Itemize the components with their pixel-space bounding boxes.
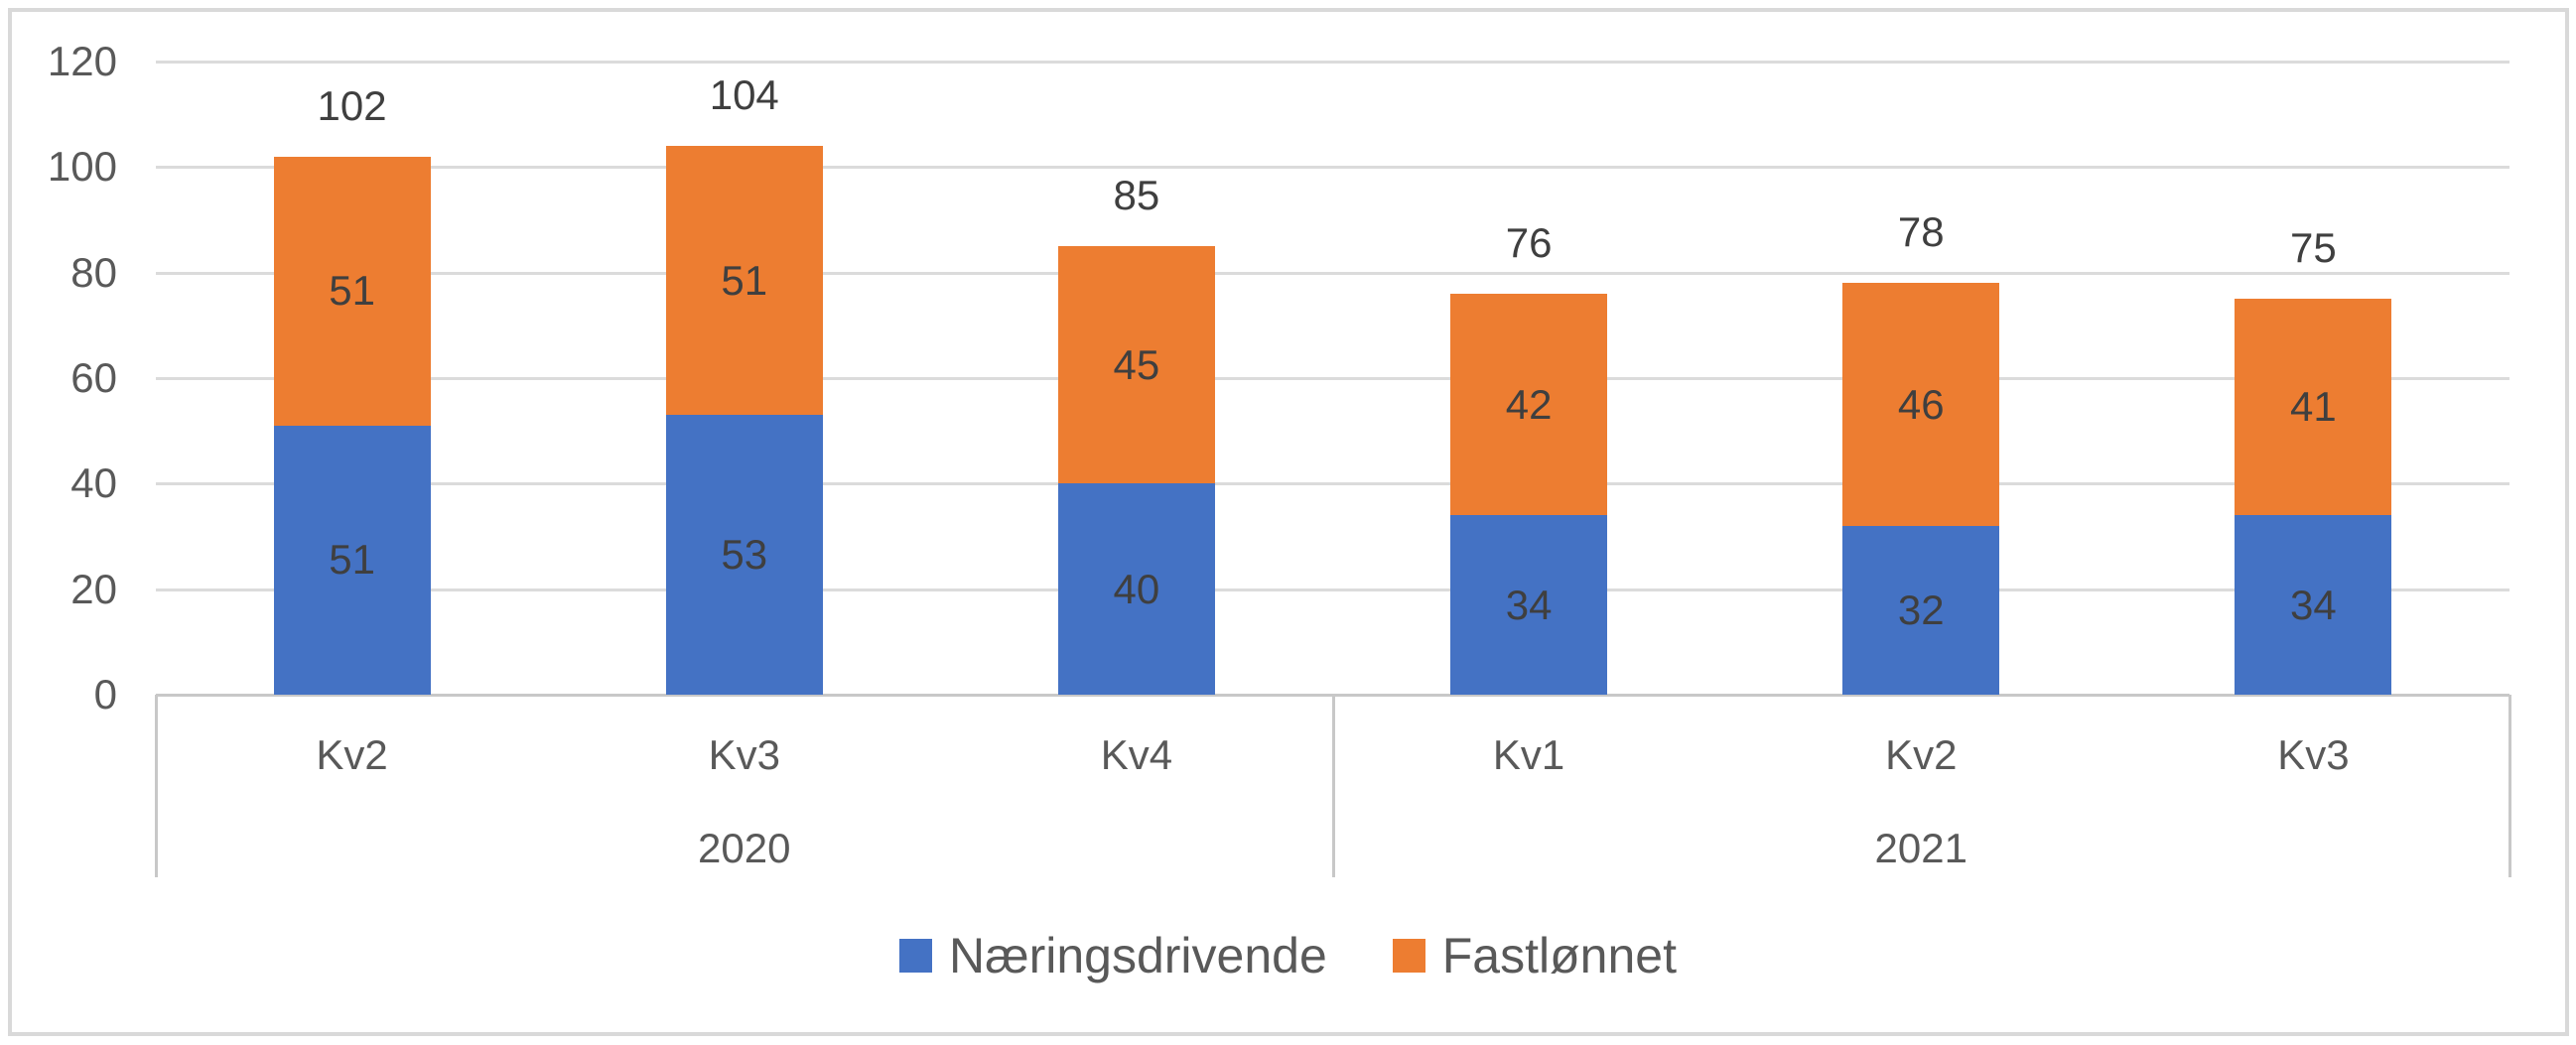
bar-segment-fastlonnet (1057, 246, 1215, 484)
y-tick-label-60: 60 (70, 354, 117, 401)
legend: Næringsdrivende Fastlønnet (0, 921, 2576, 990)
data-label-fastlonnet: 45 (1113, 340, 1160, 388)
total-label: 102 (317, 81, 387, 129)
data-label-naeringsdrivende: 32 (1897, 586, 1945, 633)
y-tick-label-100: 100 (47, 143, 117, 191)
bar-segment-fastlonnet (2235, 299, 2392, 516)
data-label-fastlonnet: 51 (721, 256, 768, 304)
gridline (156, 166, 2509, 170)
legend-item-fastlonnet: Fastlønnet (1392, 927, 1677, 984)
category-label-kv2: Kv2 (1885, 731, 1958, 778)
category-group-divider (2508, 695, 2511, 877)
legend-label-fastlonnet: Fastlønnet (1441, 928, 1677, 983)
total-label: 76 (1505, 218, 1553, 266)
category-label-kv4: Kv4 (1100, 731, 1173, 778)
gridline (156, 482, 2509, 486)
total-label: 104 (709, 71, 779, 119)
data-label-fastlonnet: 42 (1505, 380, 1553, 428)
y-tick-label-0: 0 (93, 671, 117, 718)
category-label-kv3: Kv3 (2277, 731, 2350, 778)
data-label-naeringsdrivende: 40 (1113, 565, 1160, 612)
legend-item-naeringsdrivende: Næringsdrivende (899, 927, 1327, 984)
category-label-kv2: Kv2 (316, 731, 388, 778)
bar-segment-naeringsdrivende (2235, 515, 2392, 695)
bar-segment-fastlonnet (273, 156, 431, 426)
total-label: 78 (1897, 208, 1945, 256)
total-label: 75 (2290, 224, 2337, 272)
category-group-divider (1331, 695, 1335, 877)
y-tick-label-80: 80 (70, 248, 117, 296)
gridline (156, 377, 2509, 380)
legend-label-naeringsdrivende: Næringsdrivende (949, 928, 1327, 983)
data-label-naeringsdrivende: 51 (329, 536, 375, 584)
total-label: 85 (1113, 172, 1160, 219)
gridline (156, 271, 2509, 275)
data-label-fastlonnet: 51 (329, 267, 375, 315)
year-label-2020: 2020 (698, 825, 791, 871)
category-label-kv3: Kv3 (708, 731, 780, 778)
data-label-naeringsdrivende: 34 (2290, 581, 2337, 628)
data-label-fastlonnet: 41 (2290, 383, 2337, 431)
y-tick-label-20: 20 (70, 565, 117, 612)
category-label-kv1: Kv1 (1492, 731, 1565, 778)
bar-segment-naeringsdrivende (665, 415, 823, 695)
bar-segment-naeringsdrivende (1057, 483, 1215, 695)
y-tick-label-40: 40 (70, 459, 117, 507)
bar-segment-fastlonnet (665, 146, 823, 416)
bar-segment-naeringsdrivende (1842, 525, 2000, 695)
legend-swatch-fastlonnet-icon (1392, 939, 1425, 973)
y-tick-label-120: 120 (47, 38, 117, 84)
legend-swatch-naeringsdrivende-icon (899, 939, 933, 973)
data-label-naeringsdrivende: 34 (1505, 581, 1553, 628)
data-label-fastlonnet: 46 (1897, 380, 1945, 428)
bar-segment-naeringsdrivende (273, 425, 431, 695)
gridline (156, 61, 2509, 64)
gridline (156, 588, 2509, 591)
bar-segment-fastlonnet (1450, 293, 1608, 516)
data-label-naeringsdrivende: 53 (721, 531, 768, 579)
bar-segment-fastlonnet (1842, 283, 2000, 526)
chart-outer-border (8, 8, 2569, 1036)
bar-segment-naeringsdrivende (1450, 515, 1608, 695)
year-label-2021: 2021 (1874, 825, 1967, 871)
category-group-divider (155, 695, 158, 877)
